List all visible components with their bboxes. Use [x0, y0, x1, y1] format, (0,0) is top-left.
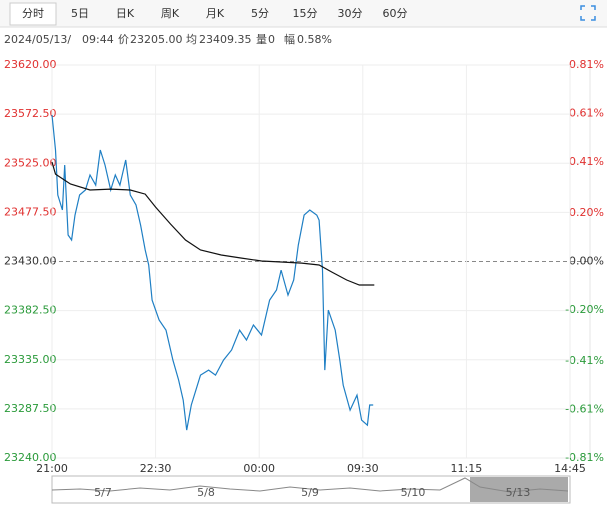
navigator-label: 5/8 [197, 486, 215, 499]
y-tick-label: 23477.50 [4, 205, 57, 218]
info-item: 幅 [284, 33, 295, 46]
navigator-label: 5/7 [94, 486, 112, 499]
navigator-label: 5/13 [506, 486, 531, 499]
y2-tick-label: -0.41% [565, 354, 604, 367]
y-tick-label: 23335.00 [4, 353, 57, 366]
info-item: 2024/05/13/ [4, 33, 71, 46]
series-line [51, 114, 374, 431]
info-item: 价 [118, 33, 129, 46]
tab[interactable]: 月K [206, 7, 225, 20]
y2-tick-label: 0.41% [569, 155, 604, 168]
y2-tick-label: 0.81% [569, 58, 604, 71]
y2-tick-label: 0.61% [569, 107, 604, 120]
tab[interactable]: 15分 [293, 7, 318, 20]
navigator-label: 5/10 [401, 486, 426, 499]
y-tick-label: 23287.50 [4, 402, 57, 415]
x-tick-label: 09:30 [347, 462, 379, 475]
info-item: 23409.35 [199, 33, 252, 46]
info-item: 量 [256, 33, 267, 46]
navigator-label: 5/9 [301, 486, 319, 499]
x-tick-label: 22:30 [140, 462, 172, 475]
tab[interactable]: 5日 [71, 7, 89, 20]
info-item: 均 [186, 33, 197, 46]
y2-tick-label: -0.81% [565, 451, 604, 464]
tab[interactable]: 5分 [251, 7, 269, 20]
info-item: 09:44 [82, 33, 114, 46]
y-tick-label: 23525.00 [4, 156, 57, 169]
active-tab [9, 2, 57, 26]
x-tick-label: 14:45 [554, 462, 586, 475]
tab[interactable]: 分时 [22, 7, 44, 20]
y-tick-label: 23620.00 [4, 58, 57, 71]
x-tick-label: 21:00 [36, 462, 68, 475]
y-tick-label: 23240.00 [4, 451, 57, 464]
x-tick-label: 11:15 [451, 462, 483, 475]
info-item: 0.58% [297, 33, 332, 46]
y2-tick-label: 0.00% [569, 255, 604, 268]
y-tick-label: 23430.00 [4, 255, 57, 268]
y2-tick-label: -0.61% [565, 402, 604, 415]
expand-icon[interactable] [580, 5, 596, 21]
tab[interactable]: 日K [116, 7, 135, 20]
navigator-line [51, 477, 569, 493]
series-line [51, 161, 375, 286]
x-tick-label: 00:00 [243, 462, 275, 475]
tab-bar [0, 0, 607, 27]
tab[interactable]: 60分 [383, 7, 408, 20]
tab[interactable]: 周K [161, 7, 180, 20]
tab[interactable]: 30分 [338, 7, 363, 20]
info-item: 23205.00 [130, 33, 183, 46]
y-tick-label: 23382.50 [4, 304, 57, 317]
y2-tick-label: -0.20% [565, 303, 604, 316]
info-item: 0 [268, 33, 275, 46]
y-tick-label: 23572.50 [4, 107, 57, 120]
y2-tick-label: 0.20% [569, 206, 604, 219]
